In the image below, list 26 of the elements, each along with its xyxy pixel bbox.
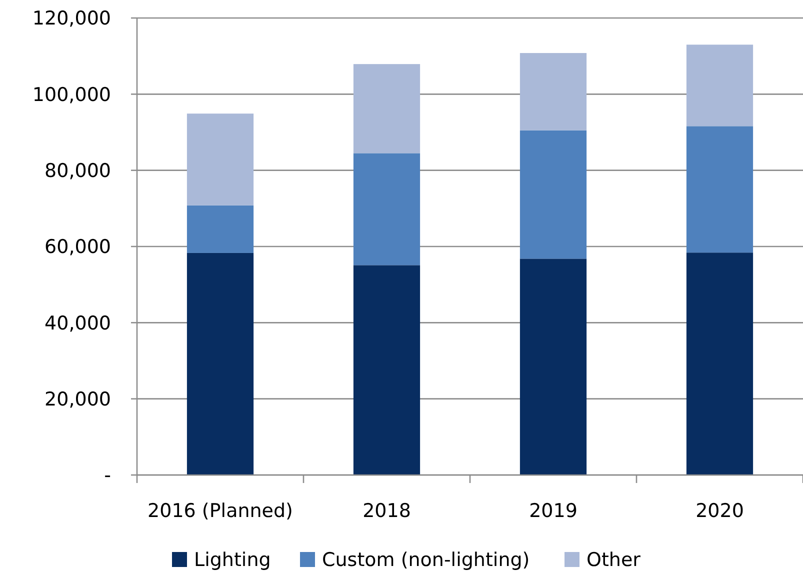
y-tick-label: 120,000 [32,8,111,30]
bar [686,252,754,475]
bar [353,265,420,475]
x-tick-label: 2016 (Planned) [148,500,293,522]
legend-label: Other [586,549,641,571]
x-tick-label: 2020 [696,500,744,522]
legend-label: Lighting [194,549,271,571]
y-tick-label: - [104,464,111,487]
bar [520,130,587,259]
bar [186,252,254,475]
y-tick-label: 60,000 [44,236,111,258]
y-tick-label: 40,000 [44,312,111,334]
y-tick-label: 80,000 [44,160,111,182]
bar [353,153,420,266]
x-tick-label: 2018 [362,500,411,522]
bar [186,114,254,206]
bar [186,205,254,253]
bar [353,64,420,154]
bar [686,44,754,126]
y-tick-label: 20,000 [44,388,111,410]
bar [520,258,587,475]
x-tick-label: 2019 [529,500,578,522]
legend-label: Custom (non-lighting) [322,549,530,571]
y-tick-label: 100,000 [32,84,111,106]
bar [520,53,587,130]
bar [686,126,754,253]
